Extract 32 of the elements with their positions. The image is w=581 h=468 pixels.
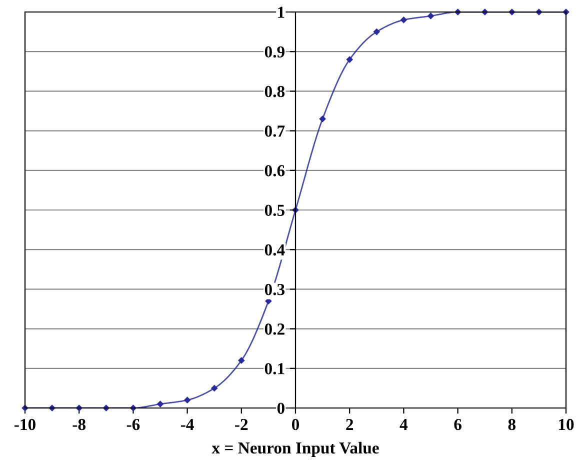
y-tick-label: 1 <box>278 6 284 18</box>
y-tick-label: 0.2 <box>264 324 284 335</box>
x-axis-title: x = Neuron Input Value <box>212 442 379 457</box>
y-tick-label: 0.8 <box>264 86 285 98</box>
y-tick-label: 0 <box>277 402 284 414</box>
y-tick-label: 0.4 <box>264 244 285 256</box>
y-tick-label: 0.3 <box>264 284 285 296</box>
y-tick-label: 0.1 <box>264 363 284 374</box>
point <box>400 16 407 24</box>
y-tick-label: 0.9 <box>264 46 284 58</box>
point <box>319 116 326 122</box>
point <box>428 12 434 20</box>
x-tick-label: 6 <box>454 418 462 430</box>
y-tick-label: 0.7 <box>264 126 285 137</box>
y-tick-label: 0.6 <box>264 165 285 176</box>
x-tick-label: 10 <box>559 418 574 430</box>
point <box>184 396 190 404</box>
x-tick-label: -4 <box>180 419 194 430</box>
point <box>346 56 353 63</box>
y-tick-label: 0.5 <box>264 204 284 216</box>
x-tick-label: 8 <box>508 418 516 430</box>
x-tick-label: 2 <box>346 418 354 430</box>
point <box>157 400 164 408</box>
x-tick-label: -2 <box>235 418 248 430</box>
x-tick-label: -10 <box>14 418 36 430</box>
x-tick-label: -8 <box>72 418 86 430</box>
x-tick-label: 4 <box>400 419 408 430</box>
point <box>238 357 245 364</box>
x-tick-label: -6 <box>126 418 140 430</box>
x-tick-label: 0 <box>292 418 300 430</box>
point <box>211 385 218 392</box>
point <box>374 28 380 35</box>
